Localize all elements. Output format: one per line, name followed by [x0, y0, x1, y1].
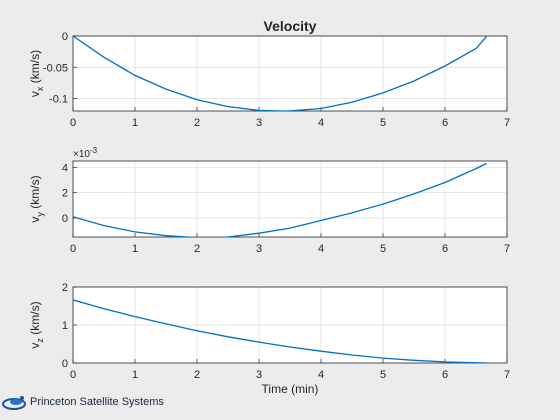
axes2-xtick-label: 5: [380, 243, 386, 255]
axes2-xtick-label: 6: [442, 243, 448, 255]
axes1-xtick-label: 6: [442, 117, 448, 129]
axes1-xtick-label: 4: [318, 117, 324, 129]
axes2-xtick-label: 0: [70, 243, 76, 255]
axes2-ytick-label: 0: [62, 213, 68, 225]
axes2-background: [73, 161, 507, 237]
axes1-ylabel: vx (km/s): [28, 50, 45, 97]
princeton-logo: Princeton Satellite Systems: [2, 392, 164, 412]
axes1-background: [73, 36, 507, 111]
axes2-frame: [72, 160, 508, 238]
axes2-ytick-label: 2: [62, 188, 68, 200]
axes3-xtick-label: 4: [318, 369, 324, 381]
axes2-xtick-label: 3: [256, 243, 262, 255]
axes3-xlabel: Time (min): [262, 382, 319, 396]
axes3-xtick-label: 2: [194, 369, 200, 381]
logo-icon: [2, 396, 26, 410]
axes1-xtick-label: 5: [380, 117, 386, 129]
axes3-xtick-label: 6: [442, 369, 448, 381]
axes3-xtick-label: 5: [380, 369, 386, 381]
axes2: 0 1 2 3 4 5 6 7 4 2 0 ×10-3 vy (km/s): [28, 146, 510, 255]
axes1-xtick-label: 2: [194, 117, 200, 129]
axes2-xtick-label: 2: [194, 243, 200, 255]
axes3-ylabel: vz (km/s): [28, 301, 45, 348]
axes2-xtick-label: 7: [504, 243, 510, 255]
axes1-ytick-label: -0.05: [43, 62, 68, 74]
axes2-exponent-label: ×10-3: [73, 146, 98, 160]
axes2-xtick-label: 1: [132, 243, 138, 255]
axes2-series-line: [73, 162, 487, 237]
axes3-ytick-label: 1: [62, 320, 68, 332]
axes2-xtick-label: 4: [318, 243, 324, 255]
axes1-xtick-label: 3: [256, 117, 262, 129]
axes2-ytick-label: 4: [62, 162, 68, 174]
axes3-xtick-label: 3: [256, 369, 262, 381]
axes1-series-line: [73, 36, 487, 111]
axes2-ylabel: vy (km/s): [28, 175, 45, 222]
axes3-series-line: [73, 299, 487, 363]
logo-text: Princeton Satellite Systems: [30, 396, 164, 408]
axes1-xtick-label: 1: [132, 117, 138, 129]
axes3-ytick-label: 2: [62, 282, 68, 294]
axes3-xtick-label: 0: [70, 369, 76, 381]
axes1-xtick-label: 0: [70, 117, 76, 129]
axes1-ytick-label: 0: [62, 31, 68, 43]
axes3-frame: [72, 286, 508, 364]
axes1-xtick-label: 7: [504, 117, 510, 129]
axes1-ytick-label: -0.1: [49, 94, 68, 106]
axes3-xtick-label: 7: [504, 369, 510, 381]
axes3-ytick-label: 0: [62, 358, 68, 370]
axes3: 0 1 2 3 4 5 6 7 2 1 0 vz (km/s) Time (min): [28, 282, 510, 396]
axes3-xtick-label: 1: [132, 369, 138, 381]
figure-title: Velocity: [264, 18, 317, 34]
axes1: 0 1 2 3 4 5 6 7 0 -0.05 -0.1 vx (km/s): [28, 31, 510, 129]
